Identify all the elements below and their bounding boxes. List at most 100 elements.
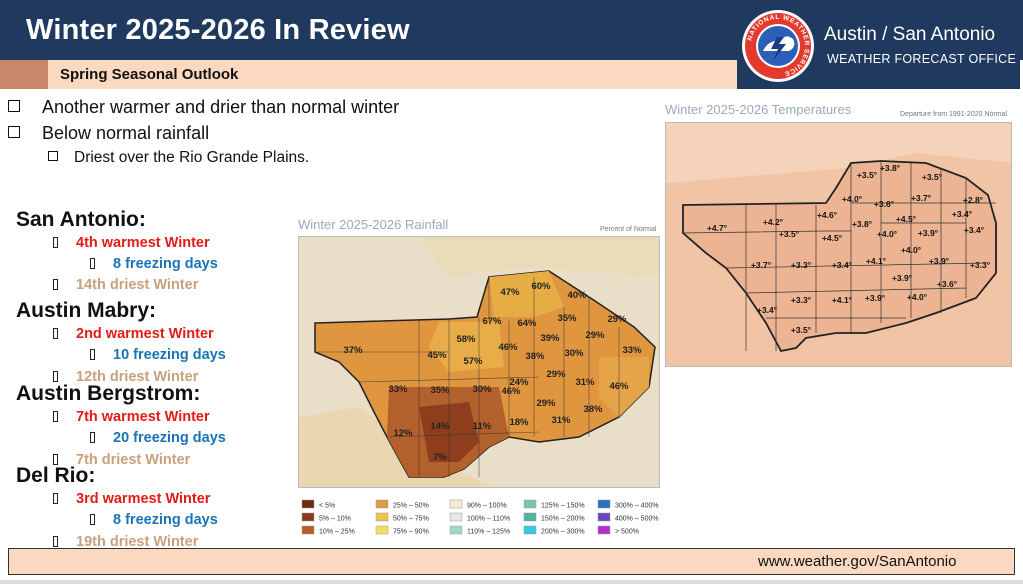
temperature-value-label: +4.0°: [901, 245, 922, 255]
temperature-value-label: +3.3°: [791, 260, 812, 270]
city-heading: Del Rio:: [16, 464, 96, 487]
sub-bullet-item: Driest over the Rio Grande Plains.: [48, 149, 309, 167]
city-heading: Austin Mabry:: [16, 299, 157, 322]
temperature-value-label: +4.0°: [842, 194, 863, 204]
rainfall-value-label: 12%: [393, 428, 413, 439]
rainfall-value-label: 33%: [622, 345, 642, 356]
temperature-value-label: +4.6°: [817, 210, 838, 220]
nws-logo-icon: NATIONAL WEATHER SERVICE: [742, 10, 814, 82]
dry-rank: 7th driest Winter: [53, 452, 190, 468]
temperature-value-label: +3.4°: [832, 260, 853, 270]
legend-label: 5% – 10%: [319, 516, 351, 523]
legend-label: 90% – 100%: [467, 503, 507, 510]
freeze-days: 8 freezing days: [90, 256, 218, 272]
legend-label: 25% – 50%: [393, 503, 429, 510]
legend-swatch: [523, 499, 537, 509]
legend-swatch: [375, 512, 389, 522]
temperature-value-label: +3.5°: [779, 229, 800, 239]
legend-label: 400% – 500%: [615, 516, 659, 523]
temperature-value-label: +3.5°: [922, 172, 943, 182]
temp-map-title: Winter 2025-2026 Temperatures: [665, 102, 852, 117]
legend-label: 125% – 150%: [541, 503, 585, 510]
rainfall-value-label: 29%: [607, 314, 627, 325]
legend-swatch: [523, 525, 537, 535]
temperature-value-label: +3.4°: [964, 225, 985, 235]
checkbox-icon: [8, 126, 20, 139]
dry-rank: 12th driest Winter: [53, 369, 198, 385]
temperature-map-image: [666, 123, 1011, 366]
warm-rank: 4th warmest Winter: [53, 235, 210, 251]
warm-rank: 7th warmest Winter: [53, 409, 210, 425]
rainfall-value-label: 38%: [583, 404, 603, 415]
rainfall-value-label: 14%: [430, 421, 450, 432]
legend-swatch: [301, 525, 315, 535]
rainfall-value-label: 24%: [509, 377, 529, 388]
legend-label: 150% – 200%: [541, 516, 585, 523]
subtitle-tab: [0, 60, 48, 89]
rain-map-title: Winter 2025-2026 Rainfall: [298, 217, 449, 232]
rainfall-value-label: 7%: [433, 452, 447, 463]
temperature-value-label: +3.5°: [791, 325, 812, 335]
temperature-value-label: +3.6°: [874, 199, 895, 209]
legend-label: > 500%: [615, 529, 639, 536]
temperature-value-label: +4.0°: [907, 292, 928, 302]
legend-swatch: [597, 525, 611, 535]
warm-rank: 3rd warmest Winter: [53, 491, 210, 507]
temperature-map: +3.8° +3.5° +3.5° +4.0° +3.6° +3.7° +2.8° +4.6°…: [665, 122, 1012, 367]
legend-label: 300% – 400%: [615, 503, 659, 510]
page-subtitle: Spring Seasonal Outlook: [60, 66, 239, 83]
temperature-value-label: +3.4°: [757, 305, 778, 315]
page-title: Winter 2025-2026 In Review: [26, 14, 410, 46]
rainfall-value-label: 57%: [463, 356, 483, 367]
rainfall-value-label: 60%: [531, 281, 551, 292]
legend-swatch: [301, 512, 315, 522]
checkbox-icon: [8, 100, 20, 113]
bullet-item: Another warmer and drier than normal win…: [8, 97, 399, 118]
warm-rank: 2nd warmest Winter: [53, 326, 214, 342]
freeze-days: 20 freezing days: [90, 430, 226, 446]
city-heading: Austin Bergstrom:: [16, 382, 201, 405]
checkbox-icon: [48, 150, 58, 161]
temperature-value-label: +4.2°: [763, 217, 784, 227]
temperature-value-label: +4.1°: [832, 295, 853, 305]
rainfall-value-label: 67%: [482, 316, 502, 327]
legend-swatch: [523, 512, 537, 522]
rainfall-value-label: 29%: [546, 369, 566, 380]
rainfall-value-label: 46%: [498, 342, 518, 353]
temperature-value-label: +3.6°: [937, 279, 958, 289]
temp-map-note: Departure from 1991-2020 Normal: [900, 111, 1007, 118]
legend-label: 110% – 125%: [467, 529, 510, 536]
temperature-value-label: +4.5°: [896, 214, 917, 224]
legend-swatch: [375, 525, 389, 535]
rainfall-value-label: 37%: [343, 345, 363, 356]
temperature-value-label: +4.5°: [822, 233, 843, 243]
rainfall-value-label: 31%: [575, 377, 595, 388]
rainfall-value-label: 40%: [567, 290, 587, 301]
footer-url: www.weather.gov/SanAntonio: [758, 553, 957, 570]
rainfall-value-label: 35%: [557, 313, 577, 324]
temperature-value-label: +3.3°: [791, 295, 812, 305]
rainfall-value-label: 18%: [509, 417, 529, 428]
subtitle-bar: [0, 60, 737, 89]
legend-label: 75% – 90%: [393, 529, 429, 536]
dry-rank: 19th driest Winter: [53, 534, 198, 550]
rainfall-value-label: 30%: [472, 384, 492, 395]
legend-label: 50% – 75%: [393, 516, 429, 523]
rainfall-value-label: 58%: [456, 334, 476, 345]
rainfall-value-label: 29%: [585, 330, 605, 341]
rainfall-map-image: [299, 237, 659, 487]
temperature-value-label: +3.7°: [751, 260, 772, 270]
temperature-value-label: +4.7°: [707, 223, 728, 233]
temperature-value-label: +3.9°: [865, 293, 886, 303]
dry-rank: 14th driest Winter: [53, 277, 198, 293]
legend-label: < 5%: [319, 503, 335, 510]
temperature-value-label: +3.3°: [970, 260, 991, 270]
temperature-value-label: +3.7°: [911, 193, 932, 203]
legend-label: 200% – 300%: [541, 529, 585, 536]
bottom-rule: [0, 580, 1023, 584]
rainfall-value-label: 45%: [427, 350, 447, 361]
rainfall-value-label: 11%: [473, 421, 492, 432]
rainfall-value-label: 46%: [609, 381, 629, 392]
temperature-value-label: +3.9°: [918, 228, 939, 238]
